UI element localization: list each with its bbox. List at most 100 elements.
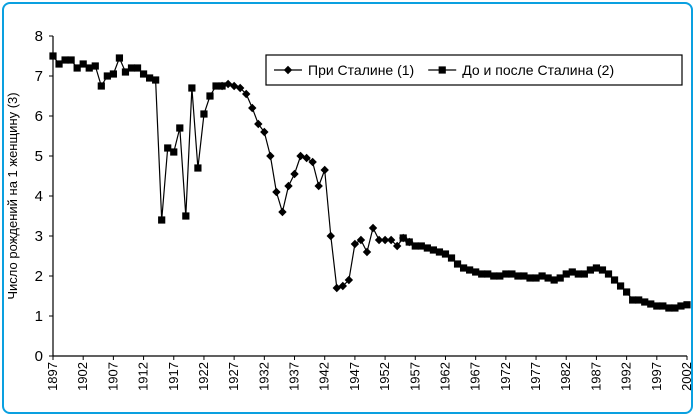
data-point	[49, 52, 57, 60]
data-point	[278, 207, 287, 217]
axes: 0 1 2 3 4 5 6 7 8 1897 1902 1907 1912 1917 1922 1927 193…	[35, 28, 694, 391]
data-point	[386, 235, 396, 245]
x-tick-label: 1927	[226, 362, 241, 391]
x-tick-label: 1967	[468, 362, 483, 391]
data-point	[508, 270, 516, 278]
data-point	[296, 151, 305, 161]
legend-marker	[283, 65, 293, 75]
data-point	[229, 81, 239, 91]
data-point	[550, 276, 558, 284]
data-point	[218, 82, 226, 90]
data-point	[647, 300, 655, 308]
data-point	[235, 83, 245, 93]
x-tick-label: 2002	[679, 362, 694, 391]
data-point	[514, 272, 522, 280]
data-point	[272, 187, 281, 197]
data-point	[635, 296, 643, 304]
data-point	[308, 157, 317, 167]
data-point	[380, 235, 390, 245]
data-point	[526, 274, 534, 282]
data-point	[284, 181, 293, 191]
data-point	[629, 296, 637, 304]
data-point	[423, 244, 431, 252]
data-point	[266, 151, 275, 161]
data-point	[194, 164, 202, 172]
data-point	[677, 302, 685, 310]
data-point	[121, 68, 130, 76]
data-point	[374, 235, 384, 245]
legend-entry-2: До и после Сталина (2)	[462, 62, 614, 78]
x-tick-label: 1957	[407, 362, 422, 391]
data-point	[586, 266, 594, 274]
data-point	[532, 274, 540, 282]
data-point	[254, 119, 263, 129]
data-point	[188, 84, 196, 92]
data-point	[399, 234, 407, 242]
data-point	[598, 266, 607, 274]
data-point	[146, 74, 154, 82]
y-tick-label: 7	[35, 68, 43, 85]
data-point	[478, 270, 486, 278]
data-point	[435, 248, 444, 256]
data-point	[362, 247, 372, 257]
data-point	[242, 89, 251, 99]
x-tick-label: 1917	[166, 362, 181, 391]
data-point	[344, 275, 354, 285]
plot-area	[53, 36, 687, 356]
x-tick-label: 1962	[437, 362, 452, 391]
data-point	[520, 272, 528, 280]
data-point	[109, 70, 117, 78]
data-point	[484, 270, 492, 278]
data-point	[127, 64, 136, 72]
data-point	[616, 282, 625, 290]
y-tick-label: 4	[35, 188, 43, 205]
data-point	[206, 92, 214, 100]
data-point	[61, 56, 69, 64]
data-point	[502, 270, 510, 278]
x-tick-label: 1897	[45, 362, 60, 391]
data-point	[314, 181, 323, 191]
data-point	[103, 72, 111, 80]
x-tick-label: 1972	[498, 362, 513, 391]
data-point	[490, 272, 498, 280]
data-point	[290, 169, 299, 179]
y-tick-label: 5	[35, 148, 43, 165]
data-point	[659, 302, 667, 310]
data-point	[429, 246, 437, 254]
data-point	[115, 54, 124, 62]
data-point	[544, 274, 552, 282]
data-point	[356, 235, 366, 245]
data-point	[417, 242, 425, 250]
data-point	[73, 64, 81, 72]
data-point	[453, 260, 462, 268]
x-tick-label: 1947	[347, 362, 362, 391]
data-point	[610, 276, 619, 284]
data-point	[91, 62, 99, 70]
data-point	[200, 110, 208, 118]
data-point	[158, 216, 166, 224]
data-point	[67, 56, 75, 64]
y-axis-label: Число рождений на 1 женщину (3)	[5, 92, 20, 299]
data-point	[538, 272, 546, 280]
data-point	[97, 82, 105, 90]
data-point	[302, 153, 311, 163]
x-tick-label: 1942	[317, 362, 332, 391]
data-point	[466, 266, 474, 274]
data-point	[405, 238, 413, 246]
y-tick-label: 0	[35, 348, 43, 365]
data-point	[176, 124, 184, 132]
series-layer	[49, 52, 691, 312]
x-tick-label: 1982	[558, 362, 573, 391]
x-tick-label: 1952	[377, 362, 392, 391]
data-point	[604, 270, 613, 278]
data-point	[441, 250, 450, 258]
y-tick-label: 8	[35, 28, 43, 45]
data-point	[182, 212, 190, 220]
data-point	[55, 60, 63, 68]
data-point	[556, 274, 564, 282]
data-point	[411, 242, 419, 250]
data-point	[574, 270, 582, 278]
plot-background	[53, 36, 687, 356]
x-tick-label: 1922	[196, 362, 211, 391]
x-tick-label: 1987	[588, 362, 603, 391]
